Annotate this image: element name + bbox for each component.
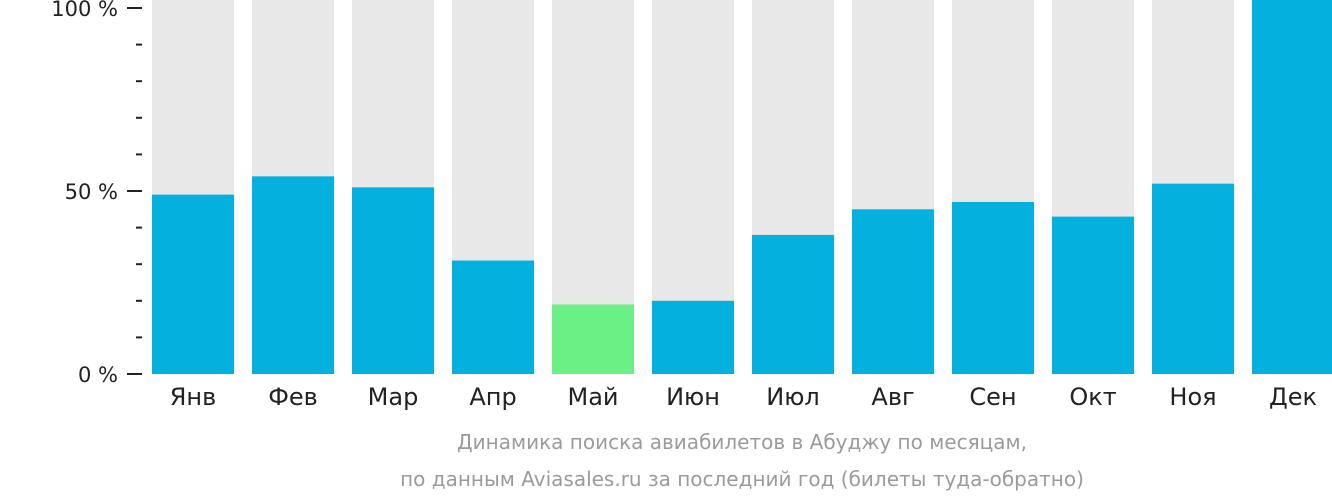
x-tick-label: Окт bbox=[1069, 383, 1116, 411]
x-axis: Янв Фев Мар Апр Май Июн Июл Авг Сен Окт Ноя Дек bbox=[170, 383, 1317, 411]
bar-7 bbox=[852, 209, 934, 374]
bar-3 bbox=[452, 260, 534, 374]
y-tick-label: 50 % bbox=[65, 180, 118, 204]
x-tick-label: Янв bbox=[170, 383, 217, 411]
chart-caption-line2: по данным Aviasales.ru за последний год … bbox=[400, 467, 1084, 491]
x-tick-label: Июл bbox=[766, 383, 820, 411]
bar-5 bbox=[652, 300, 734, 374]
bar-4 bbox=[552, 304, 634, 374]
x-tick-label: Ноя bbox=[1169, 383, 1216, 411]
bar-11 bbox=[1252, 0, 1332, 374]
x-tick-label: Апр bbox=[469, 383, 516, 411]
data-bars bbox=[152, 0, 1332, 374]
x-tick-label: Июн bbox=[666, 383, 720, 411]
chart-caption-line1: Динамика поиска авиабилетов в Абуджу по … bbox=[457, 430, 1027, 454]
x-tick-label: Сен bbox=[969, 383, 1016, 411]
bar-10 bbox=[1152, 183, 1234, 374]
x-tick-label: Дек bbox=[1269, 383, 1317, 411]
y-axis: 0 % 50 % 100 % bbox=[51, 0, 142, 387]
y-tick-label: 0 % bbox=[78, 363, 118, 387]
x-tick-label: Фев bbox=[268, 383, 318, 411]
x-tick-label: Авг bbox=[871, 383, 914, 411]
bar-0 bbox=[152, 194, 234, 374]
x-tick-label: Май bbox=[567, 383, 618, 411]
bar-9 bbox=[1052, 216, 1134, 374]
y-tick-label: 100 % bbox=[51, 0, 118, 21]
bar-2 bbox=[352, 187, 434, 374]
x-tick-label: Мар bbox=[368, 383, 419, 411]
bar-1 bbox=[252, 176, 334, 374]
bar-chart: 0 % 50 % 100 % Янв Фев Мар Апр Май Июн Июл Авг Сен… bbox=[51, 0, 1332, 411]
bar-8 bbox=[952, 201, 1034, 374]
bar-6 bbox=[752, 234, 834, 374]
